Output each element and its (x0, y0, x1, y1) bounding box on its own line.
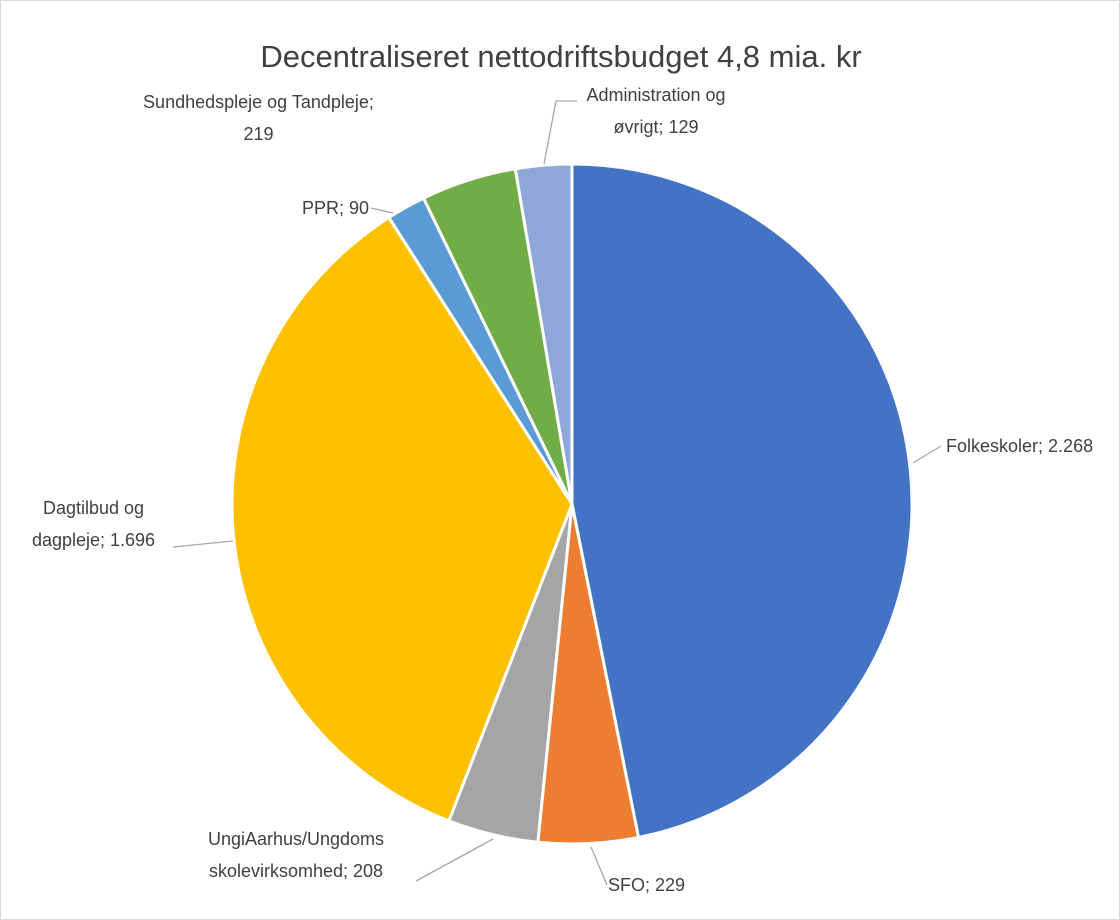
value-label: 90 (348, 198, 369, 218)
category-name: SFO (608, 875, 646, 895)
data-label: Sundhedspleje og Tandpleje; 219 (141, 86, 376, 150)
leader-line (590, 846, 608, 886)
value-label: 219 (243, 124, 274, 144)
leader-line (415, 838, 494, 882)
category-name: Folkeskoler (946, 436, 1039, 456)
pie-slice (230, 215, 574, 823)
label-separator: ; (338, 198, 349, 218)
category-name: UngiAarhus/Ungdoms skolevirksomhed (207, 829, 385, 881)
data-label: Administration og øvrigt; 129 (561, 79, 751, 143)
chart-title: Decentraliseret nettodriftsbudget 4,8 mi… (260, 39, 862, 74)
label-separator: ; (645, 875, 656, 895)
pie-slice (513, 162, 574, 505)
data-label: SFO; 229 (608, 869, 728, 901)
value-label: 1.696 (110, 530, 156, 550)
value-label: 129 (668, 117, 699, 137)
value-label: 229 (655, 875, 686, 895)
leader-line (543, 100, 577, 165)
leader-line (912, 445, 942, 464)
data-label: Folkeskoler; 2.268 (946, 430, 1119, 462)
leader-line (172, 540, 234, 548)
label-separator: ; (343, 861, 354, 881)
category-name: PPR (301, 198, 339, 218)
category-name: Dagtilbud og dagpleje (31, 498, 145, 550)
data-label: PPR; 90 (269, 192, 369, 224)
value-label: 2.268 (1048, 436, 1094, 456)
value-label: 208 (353, 861, 384, 881)
label-separator: ; (658, 117, 669, 137)
category-name: Administration og øvrigt (586, 85, 726, 137)
category-name: Sundhedspleje og Tandpleje (143, 92, 369, 112)
data-label: UngiAarhus/Ungdoms skolevirksomhed; 208 (181, 823, 411, 887)
label-separator: ; (1038, 436, 1049, 456)
pie-slice (570, 162, 914, 840)
data-label: Dagtilbud og dagpleje; 1.696 (6, 492, 181, 556)
leader-line (370, 207, 394, 214)
label-separator: ; (100, 530, 111, 550)
label-separator: ; (368, 92, 374, 112)
